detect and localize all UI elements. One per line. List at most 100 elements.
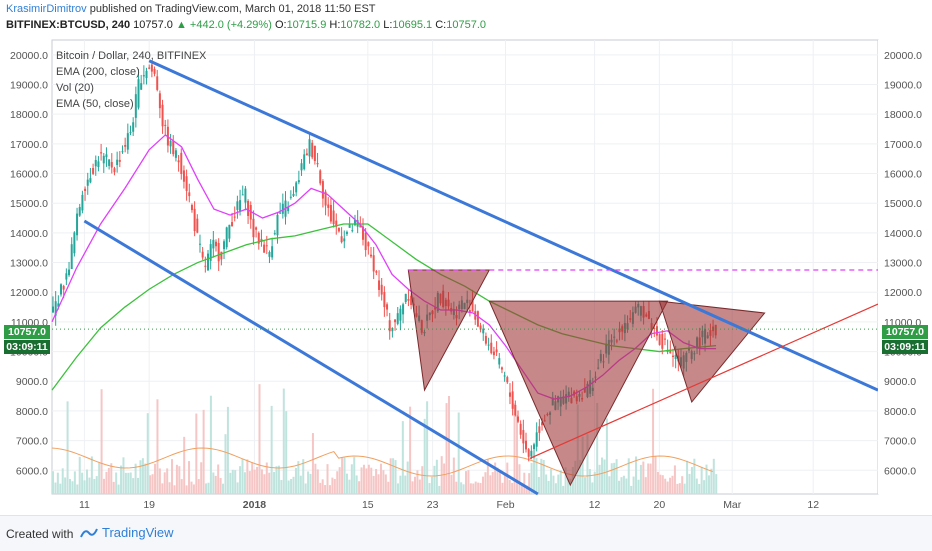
candle-body: [150, 64, 153, 72]
candle-body: [533, 444, 536, 450]
volume-bar: [127, 472, 130, 494]
last-price: 10757.0: [133, 19, 173, 31]
volume-bar: [178, 466, 181, 494]
volume-bar: [115, 472, 118, 494]
candle-body: [86, 179, 89, 186]
volume-bar: [260, 469, 263, 494]
footer-bar: Created with TradingView: [0, 515, 932, 551]
candle-body: [236, 201, 239, 210]
candle-body: [174, 150, 177, 158]
volume-bar: [644, 477, 647, 494]
tradingview-logo[interactable]: TradingView: [80, 525, 174, 540]
volume-bar: [285, 411, 288, 494]
y-tick-label-left: 16000.0: [10, 169, 48, 181]
candle-body: [190, 204, 193, 211]
author-link[interactable]: KrasimirDimitrov: [6, 3, 87, 15]
candle-body: [353, 219, 356, 226]
x-tick-label: 20: [654, 499, 666, 511]
volume-bar: [467, 470, 470, 494]
volume-bar: [409, 406, 412, 494]
volume-bar: [712, 458, 715, 494]
volume-bar: [112, 481, 115, 494]
volume-bar: [394, 460, 397, 494]
y-tick-label-left: 14000.0: [10, 228, 48, 240]
volume-bar: [518, 464, 521, 494]
volume-bar: [222, 483, 225, 494]
volume-bar: [185, 485, 188, 494]
volume-bar: [559, 470, 562, 494]
candle-body: [116, 159, 119, 166]
candle-body: [506, 377, 509, 383]
plot-area: [51, 39, 879, 495]
volume-bar: [450, 474, 453, 494]
up-arrow-icon: ▲: [175, 19, 187, 31]
volume-bar: [591, 482, 594, 494]
volume-bar: [428, 483, 431, 494]
candle-body: [231, 222, 234, 227]
candle-body: [57, 303, 60, 307]
volume-bar: [562, 485, 565, 494]
ohlc-line: BITFINEX:BTCUSD, 240 10757.0 ▲ +442.0 (+…: [6, 19, 486, 31]
candle-body: [158, 93, 161, 109]
volume-bar: [243, 472, 246, 494]
volume-bar: [523, 472, 526, 494]
volume-bar: [630, 485, 633, 494]
volume-bar: [168, 482, 171, 494]
volume-bar: [263, 474, 266, 494]
candle-body: [241, 194, 244, 196]
y-tick-label-left: 15000.0: [10, 198, 48, 210]
open-label: O:: [274, 19, 287, 31]
candle-body: [279, 212, 282, 214]
candle-body: [252, 218, 255, 238]
volume-bar: [324, 485, 327, 494]
candle-body: [527, 449, 530, 457]
volume-bar: [579, 459, 582, 494]
volume-bar: [567, 478, 570, 494]
volume-bar: [520, 485, 523, 494]
volume-bar: [688, 473, 691, 494]
volume-bar: [404, 475, 407, 494]
candle-body: [508, 392, 511, 397]
volume-bar: [297, 461, 300, 494]
candle-body: [276, 214, 279, 236]
candle-body: [305, 153, 308, 156]
candle-body: [380, 284, 383, 295]
volume-bar: [465, 471, 467, 494]
y-tick-label-right: 15000.0: [884, 198, 922, 210]
volume-bar: [389, 458, 392, 494]
candle-body: [404, 293, 407, 303]
volume-bar: [384, 474, 387, 494]
volume-bar: [715, 474, 718, 494]
volume-bar: [241, 458, 244, 494]
price-chart[interactable]: 6000.07000.08000.09000.010000.011000.012…: [0, 0, 932, 515]
candle-body: [500, 367, 503, 370]
volume-bar: [200, 462, 203, 494]
candle-body: [70, 244, 73, 270]
candle-body: [492, 351, 495, 356]
volume-bar: [479, 482, 482, 494]
candle-body: [52, 306, 54, 313]
candle-body: [188, 192, 191, 197]
volume-bar: [370, 467, 373, 494]
volume-bar: [236, 482, 239, 494]
volume-bar: [642, 461, 645, 494]
volume-bar: [460, 482, 463, 494]
candle-body: [265, 245, 268, 247]
legend-ema200[interactable]: EMA (200, close): [56, 66, 140, 78]
legend-ema50[interactable]: EMA (50, close): [56, 98, 134, 110]
candle-body: [196, 218, 199, 233]
candle-body: [653, 327, 656, 330]
volume-bar: [54, 482, 57, 494]
candle-body: [118, 159, 121, 162]
volume-bar: [399, 475, 402, 494]
volume-bar: [120, 465, 123, 494]
volume-bar: [336, 471, 339, 494]
volume-bar: [146, 413, 149, 494]
y-tick-label-right: 19000.0: [884, 80, 922, 92]
legend-volume[interactable]: Vol (20): [56, 82, 94, 94]
volume-bar: [627, 458, 630, 494]
volume-bar: [666, 481, 669, 494]
candle-body: [121, 151, 124, 153]
candle-body: [172, 140, 175, 155]
volume-bar: [190, 481, 193, 494]
